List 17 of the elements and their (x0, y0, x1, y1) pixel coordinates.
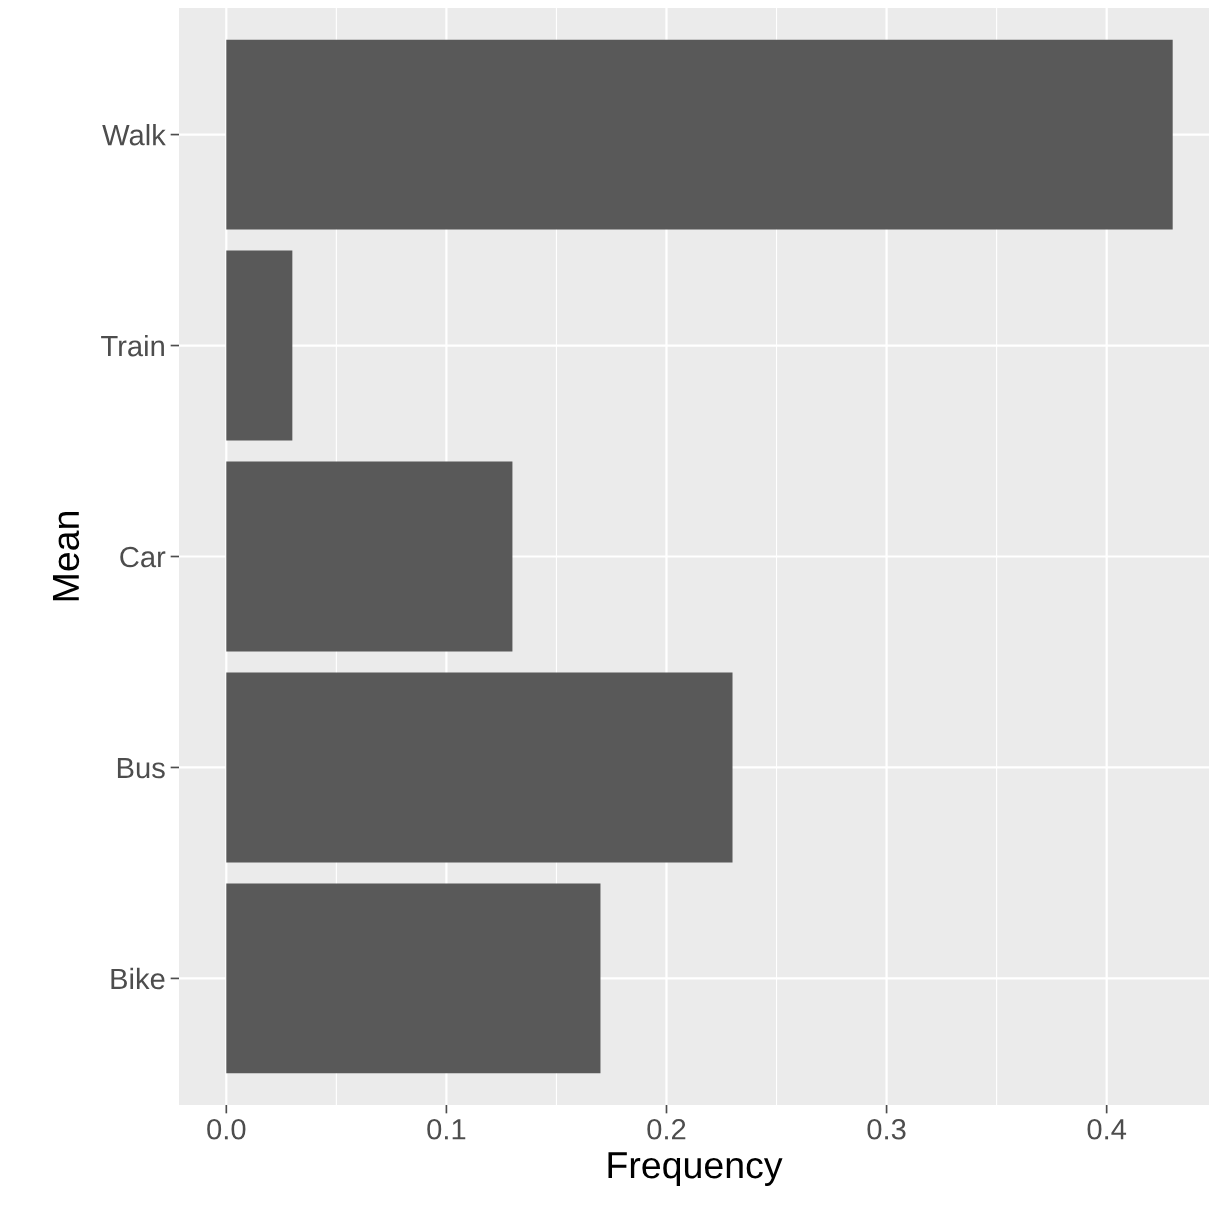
x-axis-title: Frequency (608, 1152, 783, 1186)
x-tick-label: 0.1 (427, 1118, 466, 1140)
bar (226, 672, 733, 863)
bar (226, 39, 1173, 230)
y-tick-label: Train (101, 334, 164, 357)
y-tick-label: Walk (102, 124, 166, 146)
bar (226, 461, 513, 652)
x-tick-label: 0.2 (647, 1118, 686, 1140)
bar (226, 250, 293, 441)
bar (226, 883, 601, 1074)
y-tick-label: Bike (111, 967, 165, 990)
x-tick-label: 0.3 (867, 1118, 906, 1140)
x-tick-label: 0.4 (1087, 1118, 1127, 1140)
y-tick-label: Car (120, 546, 166, 568)
y-tick-label: Bus (117, 757, 165, 779)
y-axis-title: Mean (52, 512, 80, 601)
x-tick-label: 0.0 (207, 1118, 246, 1140)
